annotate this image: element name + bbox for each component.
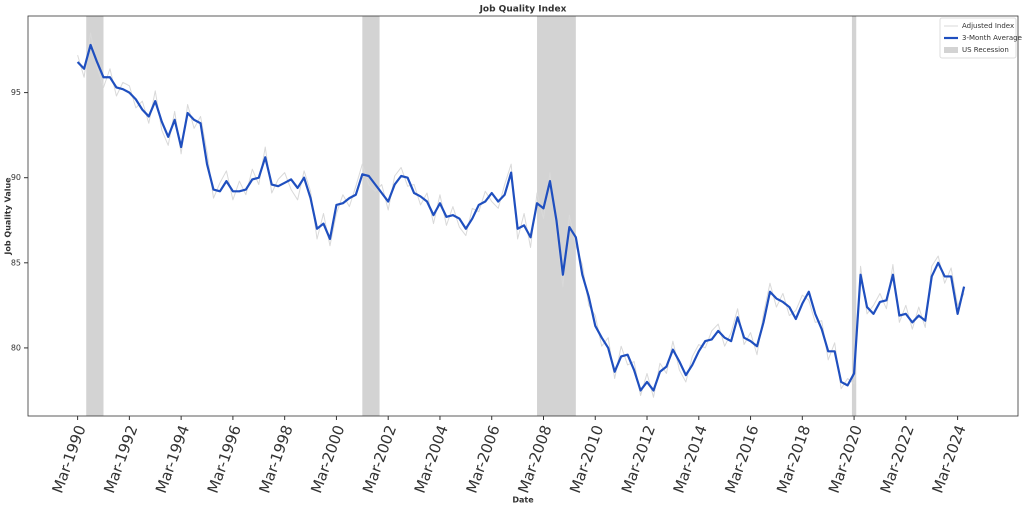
x-tick-label: Mar-2000 <box>307 423 348 496</box>
x-tick-label: Mar-1990 <box>48 423 89 496</box>
y-tick-label: 90 <box>11 173 21 182</box>
x-tick-label: Mar-1992 <box>100 423 141 496</box>
recession-band <box>851 16 857 416</box>
recession-band <box>362 16 380 416</box>
x-axis-label: Date <box>512 496 534 505</box>
x-tick-label: Mar-2010 <box>566 423 607 496</box>
series-line <box>76 43 966 392</box>
legend-label: Adjusted Index <box>962 22 1014 30</box>
y-tick-label: 85 <box>11 258 21 267</box>
x-tick-label: Mar-2020 <box>825 423 866 496</box>
x-tick-label: Mar-2018 <box>773 423 814 496</box>
x-tick-label: Mar-2002 <box>359 423 400 496</box>
recession-band <box>86 16 104 416</box>
legend-box <box>939 17 1017 59</box>
x-tick-label: Mar-1998 <box>255 423 296 496</box>
chart-title: Job Quality Index <box>479 5 567 15</box>
legend-label: 3-Month Average <box>962 34 1022 42</box>
x-tick-label: Mar-2004 <box>411 423 452 496</box>
legend-label: US Recession <box>962 46 1009 54</box>
y-tick-label: 95 <box>11 88 21 97</box>
x-tick-label: Mar-2022 <box>877 423 918 496</box>
plot-frame <box>27 15 1019 417</box>
x-tick-label: Mar-1994 <box>152 423 193 496</box>
x-tick-label: Mar-1996 <box>204 423 245 496</box>
y-axis-label: Job Quality Value <box>4 177 13 256</box>
legend-swatch <box>944 47 958 53</box>
x-tick-label: Mar-2014 <box>670 423 711 496</box>
x-tick-label: Mar-2006 <box>463 423 504 496</box>
y-tick-label: 80 <box>11 343 21 352</box>
x-tick-label: Mar-2012 <box>618 423 659 496</box>
x-tick-label: Mar-2016 <box>721 423 762 496</box>
series-line <box>77 32 965 398</box>
x-tick-label: Mar-2024 <box>928 423 969 496</box>
x-tick-label: Mar-2008 <box>514 423 555 496</box>
